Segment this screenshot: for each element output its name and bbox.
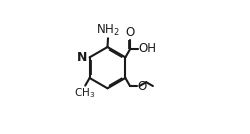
- Text: OH: OH: [138, 42, 156, 55]
- Text: O: O: [126, 27, 135, 40]
- Text: N: N: [77, 51, 87, 64]
- Text: O: O: [138, 80, 147, 93]
- Text: CH$_3$: CH$_3$: [74, 86, 95, 100]
- Text: NH$_2$: NH$_2$: [96, 23, 120, 38]
